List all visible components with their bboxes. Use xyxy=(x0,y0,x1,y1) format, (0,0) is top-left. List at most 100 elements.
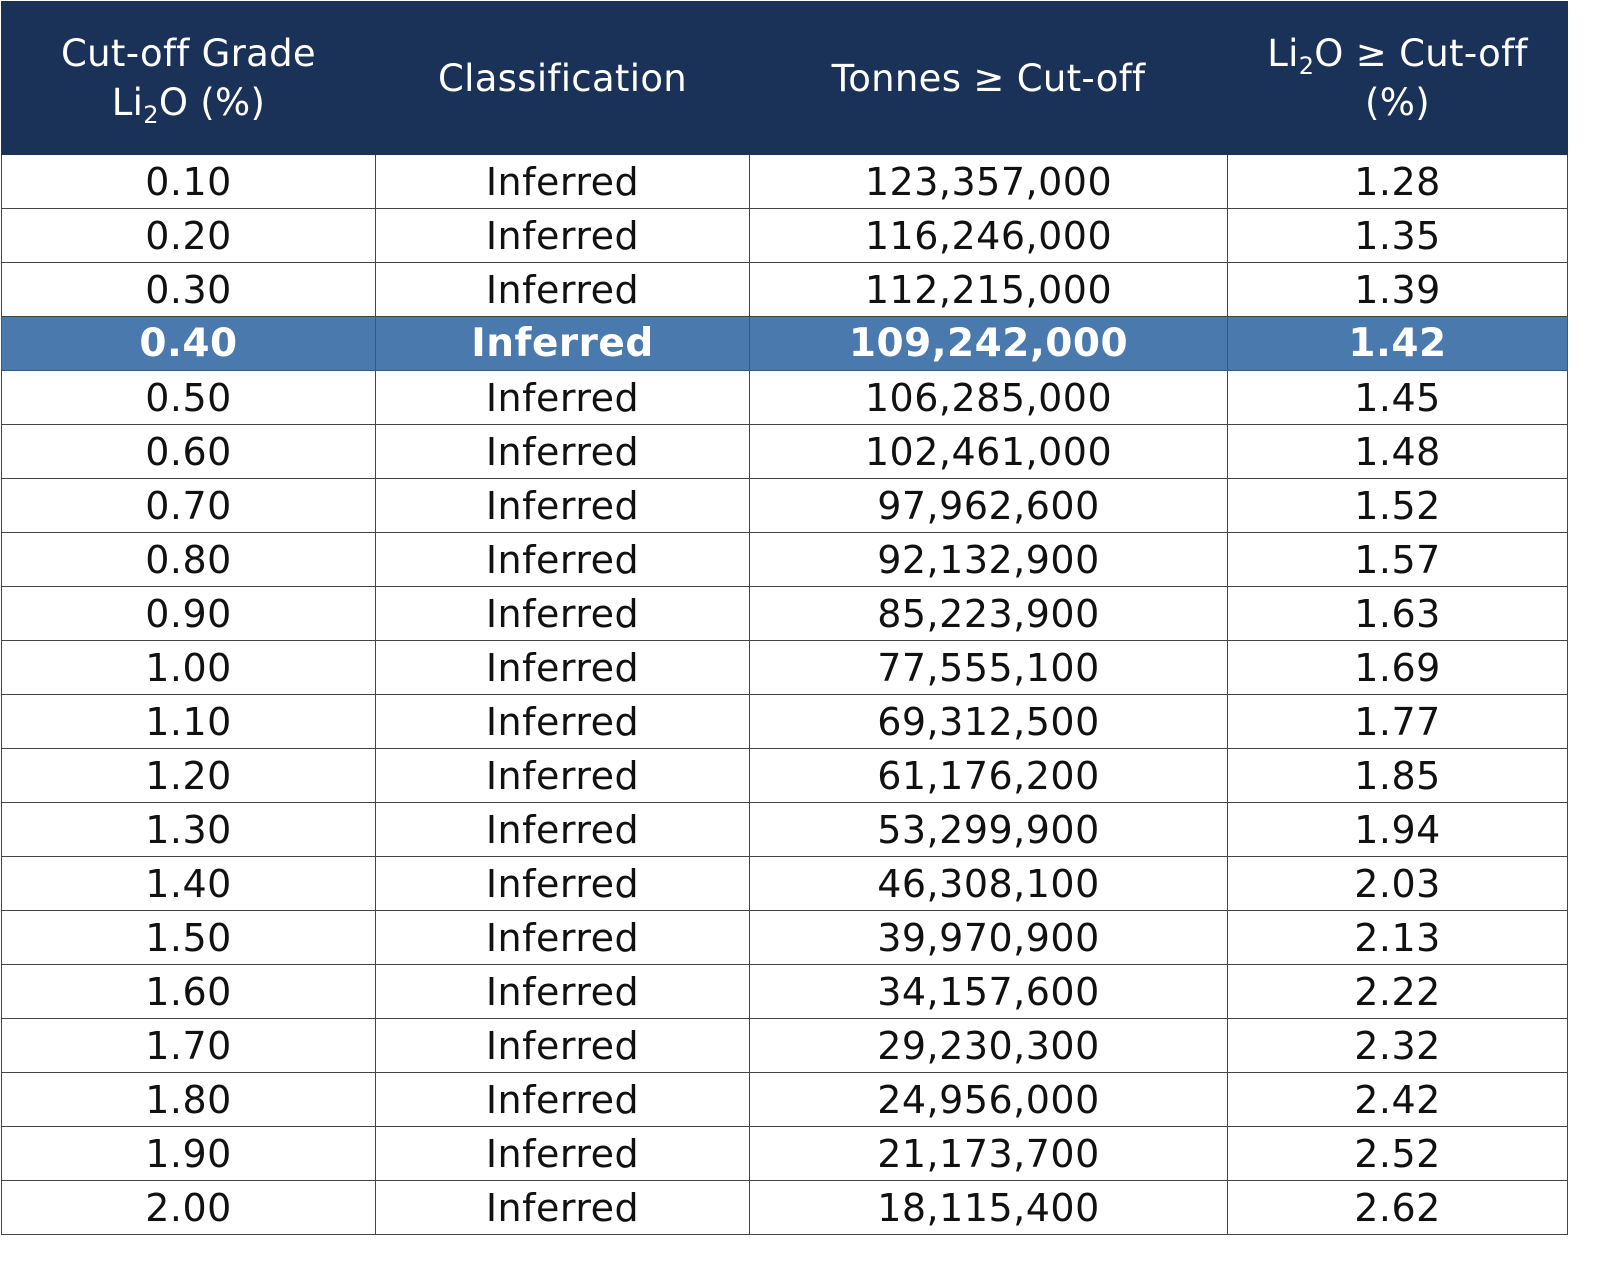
cell-classification: Inferred xyxy=(375,316,750,371)
cell-li2o-grade: 1.48 xyxy=(1227,424,1568,479)
cell-classification: Inferred xyxy=(375,154,750,209)
cell-cutoff-grade: 1.10 xyxy=(1,694,376,749)
cell-classification: Inferred xyxy=(375,1072,750,1127)
table-row: 1.70 Inferred 29,230,300 2.32 xyxy=(1,1018,1568,1073)
cell-cutoff-grade: 1.90 xyxy=(1,1126,376,1181)
cell-tonnes: 85,223,900 xyxy=(749,586,1228,641)
cell-tonnes: 77,555,100 xyxy=(749,640,1228,695)
cell-tonnes: 29,230,300 xyxy=(749,1018,1228,1073)
header-li2o-grade: Li2O ≥ Cut-off (%) xyxy=(1227,1,1568,155)
cell-li2o-grade: 1.94 xyxy=(1227,802,1568,857)
cell-li2o-grade: 2.13 xyxy=(1227,910,1568,965)
cell-cutoff-grade: 0.40 xyxy=(1,316,376,371)
cell-classification: Inferred xyxy=(375,694,750,749)
cell-tonnes: 69,312,500 xyxy=(749,694,1228,749)
table-row: 0.80 Inferred 92,132,900 1.57 xyxy=(1,532,1568,587)
header-row: Cut-off Grade Li2O (%) Classification To… xyxy=(1,1,1568,155)
cell-classification: Inferred xyxy=(375,478,750,533)
cell-tonnes: 112,215,000 xyxy=(749,262,1228,317)
cell-li2o-grade: 1.35 xyxy=(1227,208,1568,263)
cell-classification: Inferred xyxy=(375,964,750,1019)
cell-cutoff-grade: 0.90 xyxy=(1,586,376,641)
cell-classification: Inferred xyxy=(375,532,750,587)
cell-cutoff-grade: 1.50 xyxy=(1,910,376,965)
header-classification: Classification xyxy=(375,1,750,155)
cell-tonnes: 109,242,000 xyxy=(749,316,1228,371)
cell-classification: Inferred xyxy=(375,262,750,317)
cell-li2o-grade: 1.45 xyxy=(1227,370,1568,425)
cell-cutoff-grade: 0.80 xyxy=(1,532,376,587)
cell-cutoff-grade: 0.20 xyxy=(1,208,376,263)
cell-cutoff-grade: 1.20 xyxy=(1,748,376,803)
cell-li2o-grade: 1.69 xyxy=(1227,640,1568,695)
cell-li2o-grade: 2.62 xyxy=(1227,1180,1568,1235)
cell-classification: Inferred xyxy=(375,748,750,803)
table-row: 0.30 Inferred 112,215,000 1.39 xyxy=(1,262,1568,317)
cell-tonnes: 116,246,000 xyxy=(749,208,1228,263)
cell-classification: Inferred xyxy=(375,208,750,263)
header-cutoff-grade: Cut-off Grade Li2O (%) xyxy=(1,1,376,155)
cell-tonnes: 53,299,900 xyxy=(749,802,1228,857)
cell-cutoff-grade: 0.50 xyxy=(1,370,376,425)
cell-cutoff-grade: 1.30 xyxy=(1,802,376,857)
cell-cutoff-grade: 1.60 xyxy=(1,964,376,1019)
table-body: 0.10 Inferred 123,357,000 1.28 0.20 Inferred 1… xyxy=(1,154,1568,1235)
table-header: Cut-off Grade Li2O (%) Classification To… xyxy=(1,1,1568,155)
cell-li2o-grade: 1.77 xyxy=(1227,694,1568,749)
cell-tonnes: 106,285,000 xyxy=(749,370,1228,425)
header-li2o-grade-text: O ≥ Cut-off xyxy=(1314,32,1528,75)
cell-classification: Inferred xyxy=(375,586,750,641)
cell-tonnes: 34,157,600 xyxy=(749,964,1228,1019)
cell-li2o-grade: 1.52 xyxy=(1227,478,1568,533)
cell-tonnes: 24,956,000 xyxy=(749,1072,1228,1127)
header-cutoff-grade-line1: Cut-off Grade xyxy=(61,32,316,75)
cell-tonnes: 97,962,600 xyxy=(749,478,1228,533)
cell-classification: Inferred xyxy=(375,856,750,911)
cell-li2o-grade: 1.39 xyxy=(1227,262,1568,317)
header-tonnes: Tonnes ≥ Cut-off xyxy=(749,1,1228,155)
cell-tonnes: 61,176,200 xyxy=(749,748,1228,803)
cell-cutoff-grade: 1.40 xyxy=(1,856,376,911)
cell-cutoff-grade: 1.70 xyxy=(1,1018,376,1073)
cell-li2o-grade: 1.57 xyxy=(1227,532,1568,587)
cell-li2o-grade: 1.28 xyxy=(1227,154,1568,209)
header-li2o-grade-subscript: 2 xyxy=(1298,52,1315,80)
table-row: 0.50 Inferred 106,285,000 1.45 xyxy=(1,370,1568,425)
table-row: 1.90 Inferred 21,173,700 2.52 xyxy=(1,1126,1568,1181)
cell-li2o-grade: 1.63 xyxy=(1227,586,1568,641)
cell-classification: Inferred xyxy=(375,424,750,479)
cell-classification: Inferred xyxy=(375,1126,750,1181)
cell-tonnes: 39,970,900 xyxy=(749,910,1228,965)
cell-cutoff-grade: 0.10 xyxy=(1,154,376,209)
cell-cutoff-grade: 0.60 xyxy=(1,424,376,479)
table-row: 1.60 Inferred 34,157,600 2.22 xyxy=(1,964,1568,1019)
cell-tonnes: 92,132,900 xyxy=(749,532,1228,587)
table-row: 1.30 Inferred 53,299,900 1.94 xyxy=(1,802,1568,857)
cell-li2o-grade: 2.32 xyxy=(1227,1018,1568,1073)
header-li2o-grade-line1: Li2O ≥ Cut-off xyxy=(1234,29,1561,78)
cell-li2o-grade: 2.42 xyxy=(1227,1072,1568,1127)
cell-cutoff-grade: 1.80 xyxy=(1,1072,376,1127)
header-li2o-grade-line2: (%) xyxy=(1365,81,1430,124)
table-row: 1.40 Inferred 46,308,100 2.03 xyxy=(1,856,1568,911)
cell-li2o-grade: 1.85 xyxy=(1227,748,1568,803)
cell-cutoff-grade: 2.00 xyxy=(1,1180,376,1235)
table-row: 1.20 Inferred 61,176,200 1.85 xyxy=(1,748,1568,803)
table-row: 1.80 Inferred 24,956,000 2.42 xyxy=(1,1072,1568,1127)
table-row: 0.70 Inferred 97,962,600 1.52 xyxy=(1,478,1568,533)
table-row: 2.00 Inferred 18,115,400 2.62 xyxy=(1,1180,1568,1235)
cell-classification: Inferred xyxy=(375,370,750,425)
table-row: 0.10 Inferred 123,357,000 1.28 xyxy=(1,154,1568,209)
cell-classification: Inferred xyxy=(375,910,750,965)
cell-cutoff-grade: 0.70 xyxy=(1,478,376,533)
cell-classification: Inferred xyxy=(375,802,750,857)
cell-li2o-grade: 2.22 xyxy=(1227,964,1568,1019)
cell-tonnes: 123,357,000 xyxy=(749,154,1228,209)
header-cutoff-grade-subscript: 2 xyxy=(143,101,159,129)
cell-tonnes: 18,115,400 xyxy=(749,1180,1228,1235)
cell-classification: Inferred xyxy=(375,1180,750,1235)
cell-tonnes: 102,461,000 xyxy=(749,424,1228,479)
header-li2o-grade-li: Li xyxy=(1267,32,1299,75)
table-row: 1.10 Inferred 69,312,500 1.77 xyxy=(1,694,1568,749)
header-cutoff-grade-line2: Li2O (%) xyxy=(8,78,369,127)
